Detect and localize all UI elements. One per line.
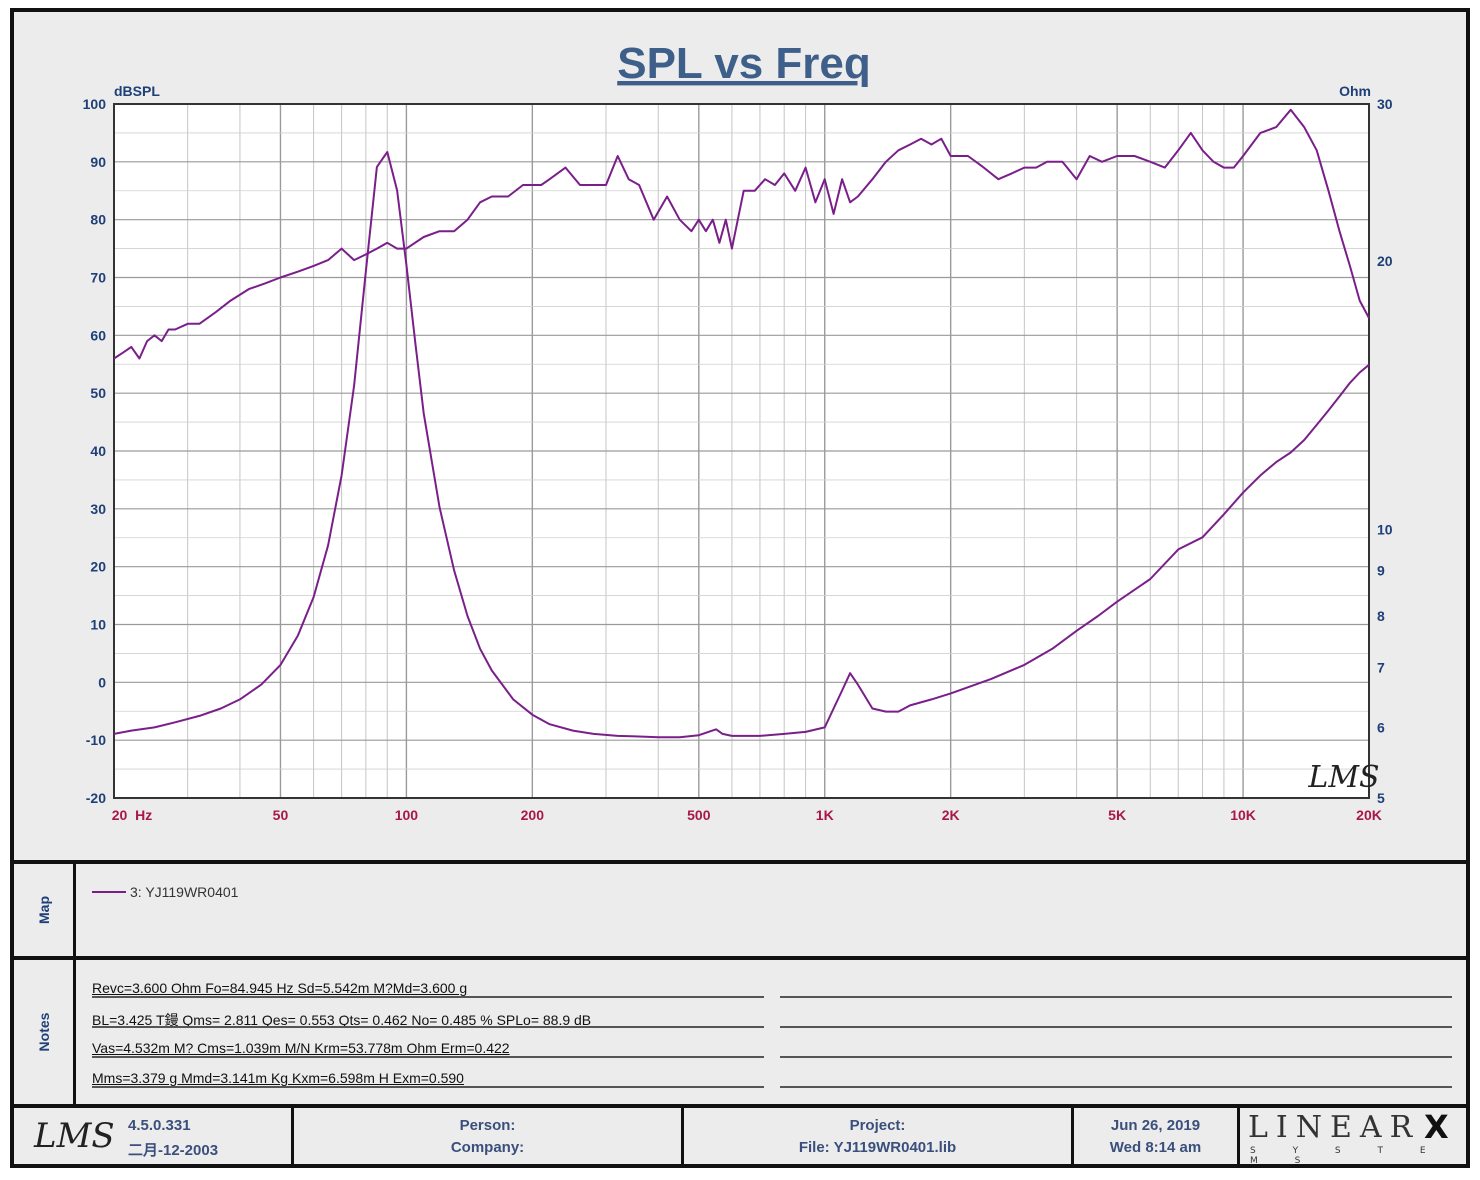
y-right-tick-label: 6 xyxy=(1377,719,1385,735)
footer-project-cell: Project: File: YJ119WR0401.lib xyxy=(684,1108,1074,1164)
y-left-tick-label: -20 xyxy=(86,790,106,806)
y-left-tick-label: 90 xyxy=(90,154,106,170)
axis-labels: 20 Hz 50 100 200 500 1K 2K 5K 10K 20K100908070605… xyxy=(83,96,1393,823)
y-left-unit-label: dBSPL xyxy=(114,83,160,99)
x-tick-label: 500 xyxy=(687,807,711,823)
y-right-tick-label: 7 xyxy=(1377,660,1385,676)
spl-curve xyxy=(113,108,1370,360)
person-label: Person: xyxy=(459,1117,516,1134)
note-rule xyxy=(780,1026,1452,1028)
time-label: Wed 8:14 am xyxy=(1109,1139,1202,1156)
footer-version-cell: LMS 4.5.0.331 二月-12-2003 xyxy=(14,1108,294,1164)
series-layer xyxy=(113,108,1370,739)
y-right-unit-label: Ohm xyxy=(1339,83,1371,99)
y-left-tick-label: 10 xyxy=(90,617,106,633)
legend-swatch xyxy=(92,891,126,893)
note-line-2: BL=3.425 T鏝 Qms= 2.811 Qes= 0.553 Qts= 0… xyxy=(92,1012,592,1028)
y-right-tick-label: 9 xyxy=(1377,562,1385,578)
x-tick-label: 1K xyxy=(816,807,834,823)
y-left-tick-label: 80 xyxy=(90,212,106,228)
note-rule xyxy=(780,996,1452,998)
notes-panel: Notes Revc=3.600 Ohm Fo=84.945 Hz Sd=5.5… xyxy=(14,960,1466,1108)
brand-systems: S Y S T E M S xyxy=(1250,1146,1443,1166)
legend-label: 3: YJ119WR0401 xyxy=(130,884,239,900)
brand-linear: LINEAR xyxy=(1248,1110,1421,1145)
y-left-tick-label: 40 xyxy=(90,443,106,459)
chart-title: SPL vs Freq xyxy=(617,39,871,88)
lms-logo: LMS xyxy=(34,1116,115,1156)
y-left-tick-label: 30 xyxy=(90,501,106,517)
map-panel: Map 3: YJ119WR0401 xyxy=(14,864,1466,960)
x-tick-label: 2K xyxy=(942,807,960,823)
map-side-label: Map xyxy=(14,864,76,956)
note-rule xyxy=(92,1056,764,1058)
file-label: File: YJ119WR0401.lib xyxy=(798,1139,957,1156)
y-right-tick-label: 30 xyxy=(1377,96,1393,112)
version-date: 二月-12-2003 xyxy=(128,1142,219,1159)
note-rule xyxy=(92,1086,764,1088)
y-left-tick-label: 20 xyxy=(90,559,106,575)
footer-bar: LMS 4.5.0.331 二月-12-2003 Person: Company… xyxy=(14,1108,1466,1166)
chart-panel: 20 Hz 50 100 200 500 1K 2K 5K 10K 20K 100 90 80 70 60 5… xyxy=(14,12,1466,864)
y-right-tick-label: 5 xyxy=(1377,790,1385,806)
notes-side-label: Notes xyxy=(14,960,76,1104)
y-right-tick-label: 8 xyxy=(1377,608,1385,624)
x-tick-label: 20 Hz xyxy=(112,807,152,823)
y-left-tick-label: -10 xyxy=(86,732,106,748)
plot-border xyxy=(113,103,1370,799)
x-tick-label: 5K xyxy=(1108,807,1126,823)
note-line-3: Vas=4.532m M? Cms=1.039m M/N Krm=53.778m… xyxy=(92,1040,510,1056)
footer-date-cell: Jun 26, 2019 Wed 8:14 am xyxy=(1074,1108,1240,1164)
y-left-tick-label: 0 xyxy=(98,674,106,690)
impedance-curve xyxy=(113,151,1370,739)
company-label: Company: xyxy=(450,1139,525,1156)
x-tick-label: 200 xyxy=(521,807,545,823)
x-tick-label: 20K xyxy=(1356,807,1382,823)
project-label: Project: xyxy=(849,1117,906,1134)
y-left-tick-label: 70 xyxy=(90,270,106,286)
note-rule xyxy=(92,1026,764,1028)
note-rule xyxy=(780,1056,1452,1058)
x-tick-label: 50 xyxy=(273,807,289,823)
x-tick-label: 100 xyxy=(395,807,419,823)
note-rule xyxy=(92,996,764,998)
spl-vs-freq-chart: 20 Hz 50 100 200 500 1K 2K 5K 10K 20K100908070605… xyxy=(83,39,1393,823)
date-label: Jun 26, 2019 xyxy=(1110,1117,1201,1134)
note-line-1: Revc=3.600 Ohm Fo=84.945 Hz Sd=5.542m M?… xyxy=(92,980,468,996)
x-tick-label: 10K xyxy=(1230,807,1256,823)
lms-watermark-logo: LMS xyxy=(1307,760,1379,795)
note-rule xyxy=(780,1086,1452,1088)
note-line-4: Mms=3.379 g Mmd=3.141m Kg Kxm=6.598m H E… xyxy=(92,1070,464,1086)
y-left-tick-label: 100 xyxy=(83,96,107,112)
brand-x: X xyxy=(1424,1108,1449,1146)
version-number: 4.5.0.331 xyxy=(128,1117,191,1134)
linearx-logo: LINEAR X S Y S T E M S xyxy=(1240,1108,1466,1166)
legend-entry: 3: YJ119WR0401 xyxy=(92,884,238,900)
y-left-tick-label: 60 xyxy=(90,327,106,343)
report-frame: 20 Hz 50 100 200 500 1K 2K 5K 10K 20K 100 90 80 70 60 5… xyxy=(10,8,1470,1168)
grid xyxy=(113,103,1370,799)
y-right-tick-label: 20 xyxy=(1377,253,1393,269)
footer-person-cell: Person: Company: xyxy=(294,1108,684,1164)
y-right-tick-label: 10 xyxy=(1377,522,1393,538)
y-left-tick-label: 50 xyxy=(90,385,106,401)
